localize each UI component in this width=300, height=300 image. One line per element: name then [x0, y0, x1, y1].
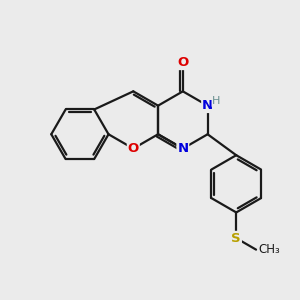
Text: N: N — [202, 99, 213, 112]
Text: O: O — [177, 56, 188, 69]
Text: H: H — [212, 96, 220, 106]
Text: S: S — [231, 232, 241, 245]
Text: N: N — [177, 142, 188, 155]
Text: O: O — [128, 142, 139, 155]
Text: CH₃: CH₃ — [258, 243, 280, 256]
